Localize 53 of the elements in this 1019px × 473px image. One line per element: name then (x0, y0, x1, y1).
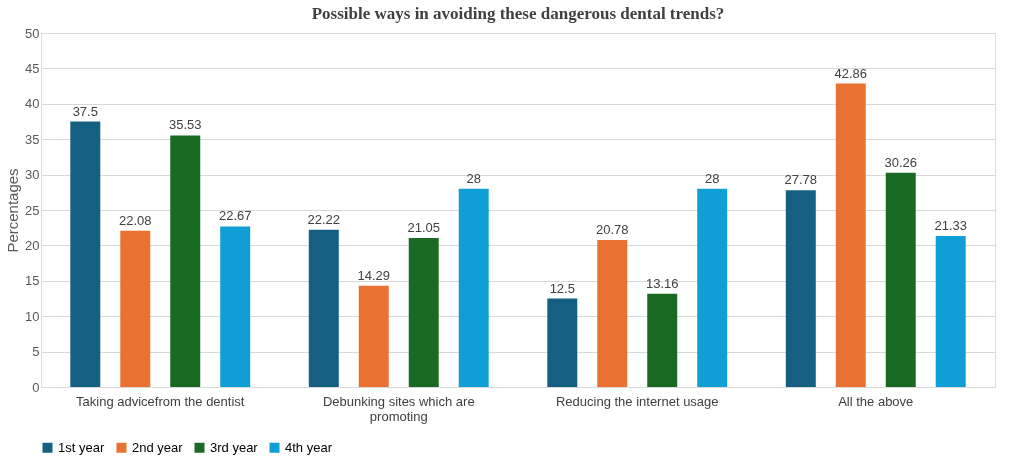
bar (170, 135, 201, 387)
bar (70, 121, 101, 387)
data-label: 27.78 (784, 172, 818, 188)
bar (308, 229, 339, 387)
bar (358, 285, 389, 387)
bar (408, 237, 439, 387)
data-label: 30.26 (884, 154, 918, 170)
chart-title: Possible ways in avoiding these dangerous dental trends? (311, 4, 725, 23)
data-label: 22.67 (218, 208, 252, 224)
x-tick-label: Reducing the internet usage (555, 393, 719, 409)
data-label: 22.22 (307, 211, 341, 227)
y-tick-label: 15 (25, 273, 40, 289)
legend-label: 2nd year (132, 439, 184, 455)
x-tick-label: Taking advicefrom the dentist (76, 393, 245, 409)
y-tick-label: 10 (25, 308, 40, 324)
data-label: 14.29 (357, 267, 391, 283)
x-tick-label: Debunking sites which are promoting (322, 393, 475, 424)
y-tick-label: 20 (25, 237, 40, 253)
y-tick-label: 0 (32, 379, 40, 395)
bar (458, 188, 489, 387)
legend-label: 3rd year (210, 439, 259, 455)
y-tick-label: 40 (25, 96, 40, 112)
data-label: 35.53 (168, 117, 202, 133)
legend-label: 4th year (285, 439, 333, 455)
y-axis-title: Percentages (4, 168, 22, 253)
bar (220, 226, 251, 387)
bar (785, 190, 816, 387)
data-label: 42.86 (834, 65, 868, 81)
bar (120, 230, 151, 387)
data-label: 28 (466, 170, 481, 186)
x-tick-label: All the above (838, 393, 914, 409)
legend-label: 1st year (58, 439, 105, 455)
data-label: 22.08 (118, 212, 152, 228)
y-tick-label: 35 (25, 131, 40, 147)
data-label: 12.5 (549, 280, 575, 296)
y-tick-label: 50 (25, 25, 40, 41)
bar (647, 293, 678, 387)
data-label: 20.78 (595, 221, 629, 237)
bar (697, 188, 728, 387)
y-tick-label: 5 (32, 344, 40, 360)
data-label: 13.16 (645, 275, 679, 291)
bar (835, 83, 866, 387)
data-label: 28 (704, 170, 720, 186)
y-tick-label: 25 (25, 202, 40, 218)
bar (885, 172, 916, 387)
y-tick-label: 45 (25, 60, 40, 76)
bar (597, 239, 628, 387)
data-label: 37.5 (72, 103, 98, 119)
data-label: 21.05 (407, 219, 441, 235)
bar (547, 298, 578, 387)
bar (935, 235, 966, 387)
y-tick-label: 30 (25, 167, 40, 183)
data-label: 21.33 (934, 217, 967, 233)
